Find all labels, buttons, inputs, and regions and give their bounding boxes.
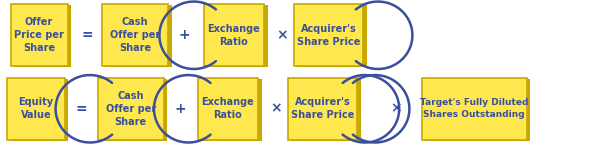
Text: Acquirer's
Share Price: Acquirer's Share Price [291,97,355,120]
FancyBboxPatch shape [106,5,172,67]
Text: Exchange
Ratio: Exchange Ratio [208,24,260,47]
Text: =: = [75,102,87,116]
Text: Target's Fully Diluted
Shares Outstanding: Target's Fully Diluted Shares Outstandin… [420,98,528,119]
Text: Cash
Offer per
Share: Cash Offer per Share [110,17,160,54]
FancyBboxPatch shape [208,5,268,67]
Text: Acquirer's
Share Price: Acquirer's Share Price [297,24,361,47]
Text: +: + [174,102,186,116]
FancyBboxPatch shape [425,79,530,141]
Text: Cash
Offer per
Share: Cash Offer per Share [106,91,156,127]
FancyBboxPatch shape [298,5,367,67]
Text: Offer
Price per
Share: Offer Price per Share [14,17,64,54]
FancyBboxPatch shape [101,79,167,141]
FancyBboxPatch shape [98,78,164,140]
Text: ×: × [270,102,282,116]
FancyBboxPatch shape [204,4,264,66]
FancyBboxPatch shape [421,78,527,140]
Text: +: + [179,28,191,42]
Text: =: = [81,28,93,42]
FancyBboxPatch shape [292,79,361,141]
FancyBboxPatch shape [198,78,258,140]
FancyBboxPatch shape [202,79,262,141]
Text: ×: × [276,28,288,42]
FancyBboxPatch shape [102,4,168,66]
Text: ×: × [390,102,402,116]
FancyBboxPatch shape [295,4,364,66]
FancyBboxPatch shape [289,78,358,140]
FancyBboxPatch shape [14,5,71,67]
Text: Exchange
Ratio: Exchange Ratio [202,97,254,120]
FancyBboxPatch shape [11,4,67,66]
Text: Equity
Value: Equity Value [19,97,53,120]
FancyBboxPatch shape [7,78,65,140]
FancyBboxPatch shape [11,79,68,141]
